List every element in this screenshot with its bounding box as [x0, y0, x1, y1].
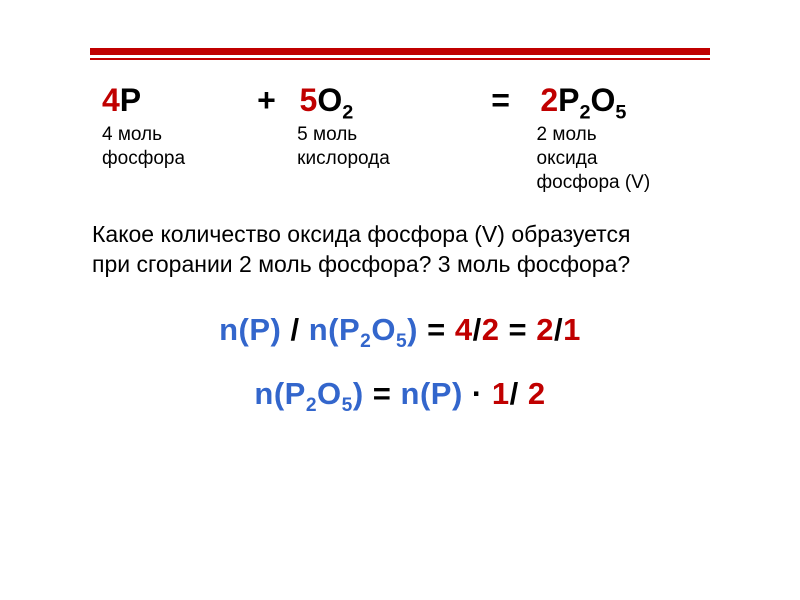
label-3-line2: оксида: [537, 147, 710, 171]
f2-dot: ·: [463, 376, 492, 411]
f1-n3: 2: [536, 312, 554, 347]
label-1-line1: 4 моль: [102, 123, 236, 147]
label-1-line2: фосфора: [102, 147, 236, 171]
chemical-equation: 4P + 5O2 = 2P2O5: [102, 82, 710, 119]
eq-term-2: 5O2: [300, 82, 470, 119]
f1-np2o5-pre: n(P: [309, 312, 360, 347]
coef-1: 4: [102, 82, 120, 118]
label-2: 5 моль кислорода: [297, 123, 470, 194]
accent-bar-thick: [90, 48, 710, 55]
f1-np: n(P): [219, 312, 281, 347]
f1-slash2: /: [473, 312, 482, 347]
f1-slash3: /: [554, 312, 563, 347]
label-3: 2 моль оксида фосфора (V): [537, 123, 710, 194]
label-3-line3: фосфора (V): [537, 171, 710, 195]
sub-3a: 2: [579, 101, 590, 123]
coef-3: 2: [540, 82, 558, 118]
f2-np2o5-post: ): [353, 376, 364, 411]
accent-bar: [90, 48, 710, 60]
elem-3b: O: [591, 82, 616, 118]
label-spacer-1: [236, 123, 297, 194]
f2-sub2: 5: [342, 395, 353, 416]
f2-np2o5-mid: O: [317, 376, 342, 411]
accent-bar-thin: [90, 58, 710, 60]
f1-n2: 2: [482, 312, 500, 347]
f1-sub2: 5: [396, 331, 407, 352]
slide-container: 4P + 5O2 = 2P2O5 4 моль фосфора 5 моль к…: [0, 0, 800, 600]
label-3-line1: 2 моль: [537, 123, 710, 147]
eq-term-3: 2P2O5: [540, 82, 710, 119]
f1-eq1: =: [418, 312, 455, 347]
f2-n1: 1: [492, 376, 510, 411]
f1-n1: 4: [455, 312, 473, 347]
sub-2: 2: [342, 101, 353, 123]
elem-1: P: [120, 82, 141, 118]
f1-n4: 1: [563, 312, 581, 347]
eq-plus: +: [233, 82, 299, 119]
label-1: 4 моль фосфора: [102, 123, 236, 194]
label-2-line1: 5 моль: [297, 123, 470, 147]
f2-np2o5-pre: n(P: [254, 376, 305, 411]
f2-n2: 2: [528, 376, 546, 411]
formula-1: n(P) / n(P2O5) = 4/2 = 2/1: [90, 312, 710, 348]
question-line-1: Какое количество оксида фосфора (V) обра…: [92, 220, 710, 250]
f1-sub1: 2: [360, 331, 371, 352]
f1-np2o5-mid: O: [371, 312, 396, 347]
eq-equals: =: [469, 82, 540, 119]
f1-np2o5-post: ): [407, 312, 418, 347]
formula-2: n(P2O5) = n(P) · 1/ 2: [90, 376, 710, 412]
sub-3b: 5: [615, 101, 626, 123]
f2-sub1: 2: [306, 395, 317, 416]
content-area: 4P + 5O2 = 2P2O5 4 моль фосфора 5 моль к…: [90, 48, 710, 412]
f2-eq1: =: [364, 376, 401, 411]
f1-eq2: =: [499, 312, 536, 347]
f2-np: n(P): [401, 376, 463, 411]
coef-2: 5: [300, 82, 318, 118]
f1-slash1: /: [281, 312, 308, 347]
elem-3a: P: [558, 82, 579, 118]
f2-slash: /: [510, 376, 528, 411]
elem-2: O: [317, 82, 342, 118]
equation-labels: 4 моль фосфора 5 моль кислорода 2 моль о…: [102, 123, 710, 194]
eq-term-1: 4P: [102, 82, 233, 119]
label-2-line2: кислорода: [297, 147, 470, 171]
question-line-2: при сгорании 2 моль фосфора? 3 моль фосф…: [92, 250, 710, 280]
question-text: Какое количество оксида фосфора (V) обра…: [92, 220, 710, 280]
label-spacer-2: [471, 123, 537, 194]
